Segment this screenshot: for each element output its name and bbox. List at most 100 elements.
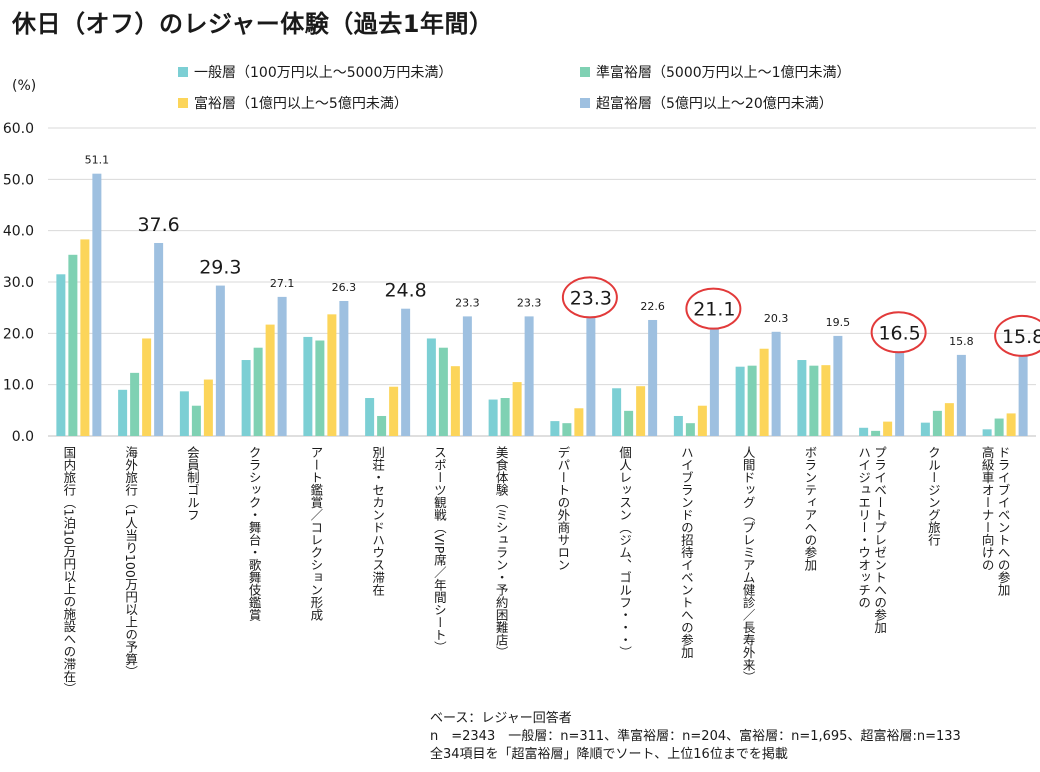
- bar-general: [365, 398, 375, 436]
- bar-wealthy: [574, 408, 584, 436]
- x-tick-label: クラシック・舞台・歌舞伎鑑賞: [247, 446, 262, 622]
- bar-wealthy: [821, 365, 831, 436]
- legend-swatch-semi-wealthy: [580, 67, 590, 77]
- legend-swatch-general: [178, 67, 188, 77]
- bar-semi-wealthy: [809, 365, 819, 436]
- data-label: 23.3: [570, 287, 612, 309]
- legend-item-semi-wealthy: 準富裕層（5000万円以上～1億円未満）: [580, 62, 851, 82]
- bar-semi-wealthy: [130, 372, 140, 436]
- bar-ultra-wealthy: [1018, 354, 1028, 436]
- bar-ultra-wealthy: [833, 335, 843, 436]
- y-tick-label: 20.0: [3, 326, 34, 342]
- bar-semi-wealthy: [685, 423, 695, 436]
- bar-wealthy: [80, 239, 90, 436]
- data-label: 19.5: [826, 316, 851, 329]
- highlight-circle: [685, 287, 742, 330]
- highlight-circle: [870, 311, 927, 354]
- bar-wealthy: [265, 324, 275, 436]
- bar-general: [488, 399, 498, 436]
- bar-general: [303, 336, 313, 436]
- x-tick-label: クルージング旅行: [926, 446, 941, 547]
- bar-wealthy: [512, 382, 522, 436]
- bar-semi-wealthy: [315, 340, 325, 436]
- bar-semi-wealthy: [562, 423, 572, 436]
- bar-ultra-wealthy: [709, 327, 719, 436]
- bar-wealthy: [1006, 413, 1016, 436]
- legend-label-semi-wealthy: 準富裕層（5000万円以上～1億円未満）: [596, 65, 851, 81]
- highlight-circle: [994, 314, 1040, 357]
- x-tick-label: 海外旅行（1人当り100万円以上の予算）: [123, 445, 138, 678]
- bar-ultra-wealthy: [92, 173, 102, 437]
- bar-semi-wealthy: [871, 430, 881, 436]
- y-tick-label: 10.0: [3, 378, 34, 394]
- y-tick-label: 30.0: [3, 275, 34, 291]
- x-tick-label: ドライブイベントへの参加: [996, 446, 1011, 597]
- legend-item-wealthy: 富裕層（1億円以上～5億円未満）: [178, 93, 408, 113]
- bar-ultra-wealthy: [771, 331, 781, 436]
- data-label: 16.5: [878, 322, 920, 344]
- bar-semi-wealthy: [253, 347, 263, 436]
- bar-general: [735, 366, 745, 436]
- bar-semi-wealthy: [68, 254, 78, 436]
- legend-item-ultra-wealthy: 超富裕層（5億円以上～20億円未満）: [580, 93, 833, 113]
- bar-semi-wealthy: [994, 418, 1004, 436]
- bar-ultra-wealthy: [154, 242, 164, 436]
- legend-swatch-wealthy: [178, 98, 188, 108]
- x-tick-label: 人間ドッグ（プレミアム健診／長寿外来）: [741, 446, 756, 684]
- y-axis-unit-label: (%): [12, 78, 37, 94]
- x-tick-label: 国内旅行（1泊10万円以上の施設への滞在）: [61, 446, 76, 695]
- bar-general: [982, 429, 992, 436]
- bar-wealthy: [142, 338, 152, 436]
- legend-item-general: 一般層（100万円以上～5000万円未満）: [178, 62, 452, 82]
- bar-general: [179, 391, 189, 436]
- bar-wealthy: [389, 386, 399, 436]
- bar-general: [426, 338, 436, 436]
- x-tick-label: プライベートプレゼントへの参加: [872, 446, 887, 634]
- legend-label-general: 一般層（100万円以上～5000万円未満）: [194, 65, 453, 81]
- bar-general: [920, 422, 930, 436]
- bar-semi-wealthy: [624, 410, 634, 436]
- data-label: 23.3: [455, 296, 480, 309]
- bar-ultra-wealthy: [648, 319, 658, 436]
- bar-general: [859, 427, 869, 436]
- bar-wealthy: [883, 421, 893, 436]
- bar-ultra-wealthy: [215, 285, 225, 436]
- bar-general: [118, 389, 128, 436]
- bar-semi-wealthy: [377, 415, 387, 436]
- data-label: 22.6: [640, 300, 665, 313]
- bar-ultra-wealthy: [895, 351, 905, 436]
- bar-semi-wealthy: [191, 405, 201, 436]
- bar-general: [612, 388, 622, 436]
- data-label: 51.1: [85, 154, 110, 167]
- bar-wealthy: [203, 379, 213, 436]
- bar-wealthy: [636, 386, 646, 436]
- data-label: 15.8: [949, 335, 974, 348]
- bar-wealthy: [450, 366, 460, 436]
- bar-semi-wealthy: [438, 347, 448, 436]
- bar-ultra-wealthy: [277, 296, 287, 436]
- data-label: 15.8: [1002, 326, 1040, 348]
- bar-wealthy: [327, 314, 337, 436]
- data-label: 23.3: [517, 296, 542, 309]
- bar-ultra-wealthy: [339, 300, 349, 436]
- data-label: 37.6: [137, 214, 179, 236]
- highlight-circle: [561, 276, 618, 319]
- bar-general: [673, 415, 683, 436]
- footnote-sort-note: 全34項目を「超富裕層」降順でソート、上位16位までを掲載: [430, 747, 788, 762]
- bar-semi-wealthy: [747, 365, 757, 436]
- bar-wealthy: [759, 348, 769, 436]
- bar-ultra-wealthy: [524, 316, 534, 436]
- x-tick-label: 高級車オーナー向けの: [980, 445, 995, 571]
- bar-ultra-wealthy: [401, 308, 411, 436]
- x-tick-label: 美食体験（ミシュラン・予約困難店）: [494, 446, 509, 659]
- bar-wealthy: [697, 405, 707, 436]
- legend-swatch-ultra-wealthy: [580, 98, 590, 108]
- x-tick-label: アート鑑賞／コレクション形成: [308, 446, 323, 622]
- bar-general: [797, 360, 807, 436]
- bar-general: [56, 274, 66, 436]
- x-tick-label: スポーツ観戦（VIP席／年間シート）: [432, 446, 447, 653]
- x-tick-label: ハイブランドの招待イベントへの参加: [679, 446, 694, 659]
- y-tick-label: 60.0: [3, 121, 34, 137]
- data-label: 27.1: [270, 277, 295, 290]
- footnote-base: ベース：レジャー回答者: [430, 711, 572, 726]
